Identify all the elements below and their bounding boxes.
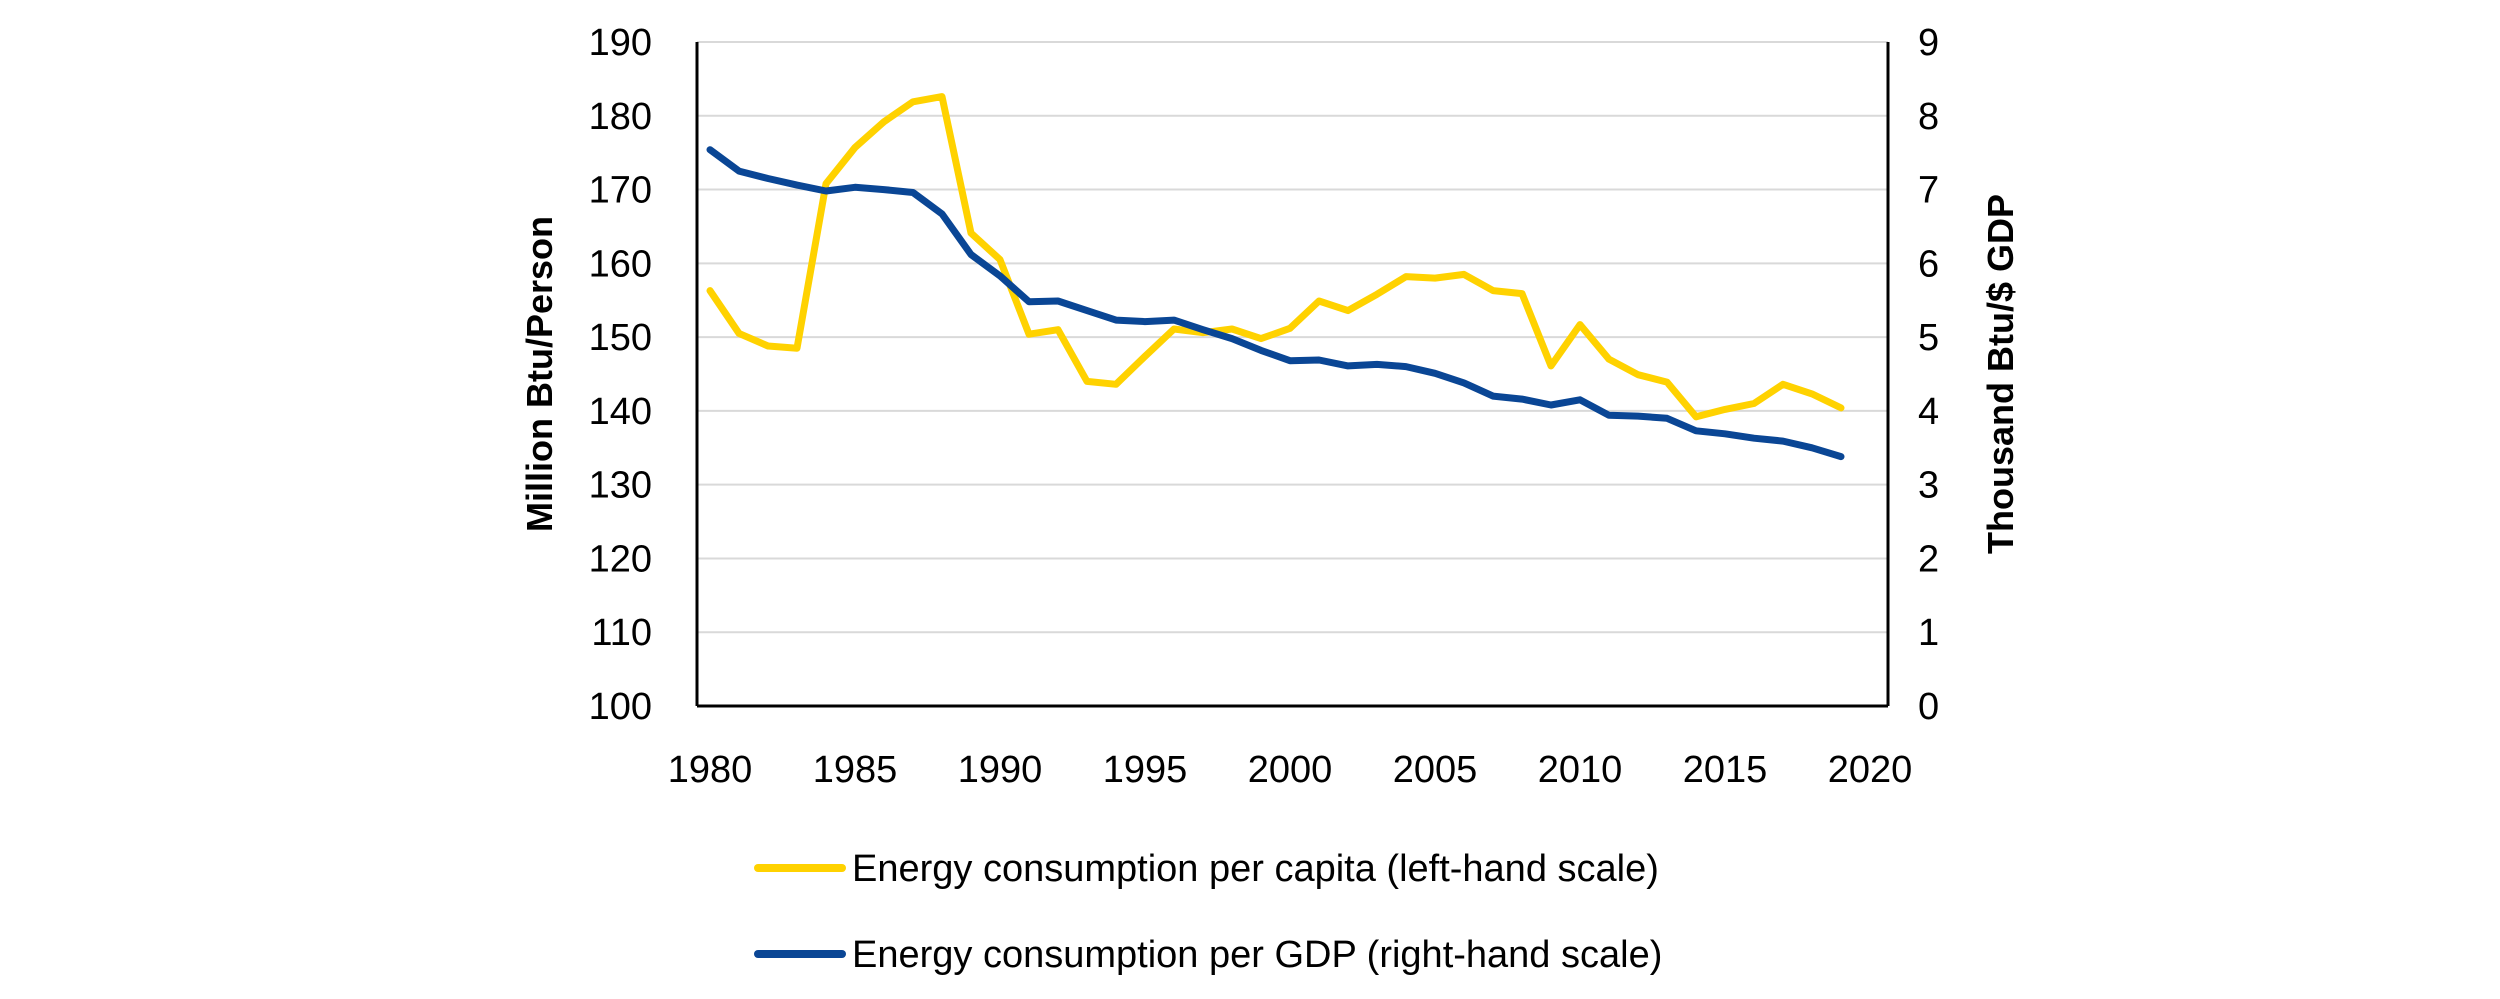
right-tick-label: 6 [1918,243,1939,285]
x-tick-label: 2020 [1828,749,1913,791]
legend: Energy consumption per capita (left-hand… [754,848,1662,976]
right-tick-label: 8 [1918,96,1939,138]
left-tick-label: 100 [589,686,652,728]
left-tick-label: 140 [589,391,652,433]
left-tick-label: 170 [589,170,652,212]
left-axis-title: Million Btu/Person [519,216,560,532]
left-tick-label: 190 [589,22,652,64]
left-tick-label: 130 [589,465,652,507]
x-tick-label: 1980 [668,749,753,791]
legend-label: Energy consumption per GDP (right-hand s… [852,934,1662,976]
right-tick-label: 1 [1918,612,1939,654]
right-tick-label: 3 [1918,465,1939,507]
left-tick-label: 150 [589,317,652,359]
left-tick-label: 160 [589,243,652,285]
left-tick-label: 120 [589,538,652,580]
x-tick-label: 2005 [1393,749,1478,791]
x-tick-label: 1985 [813,749,898,791]
axes [695,42,1890,708]
x-tick-label: 1990 [958,749,1043,791]
series-line-per-capita [706,93,1845,421]
left-tick-label: 110 [591,612,652,654]
right-tick-label: 9 [1918,22,1939,64]
x-tick-label: 2010 [1538,749,1623,791]
legend-label: Energy consumption per capita (left-hand… [852,848,1659,890]
tick-labels: 100 110 120 130 140 150 160 170 180 190 0 1 2 3 4 5 6 7 8 9… [589,22,1940,791]
x-tick-label: 1995 [1103,749,1188,791]
right-tick-label: 2 [1918,538,1939,580]
series-lines [706,93,1845,461]
right-axis-title: Thousand Btu/$ GDP [1980,194,2021,554]
right-tick-label: 5 [1918,317,1939,359]
right-tick-label: 4 [1918,391,1939,433]
right-tick-label: 0 [1918,686,1939,728]
series-line-per-gdp [706,146,1845,461]
right-tick-label: 7 [1918,170,1939,212]
x-tick-label: 2000 [1248,749,1333,791]
left-tick-label: 180 [589,96,652,138]
x-tick-label: 2015 [1683,749,1768,791]
